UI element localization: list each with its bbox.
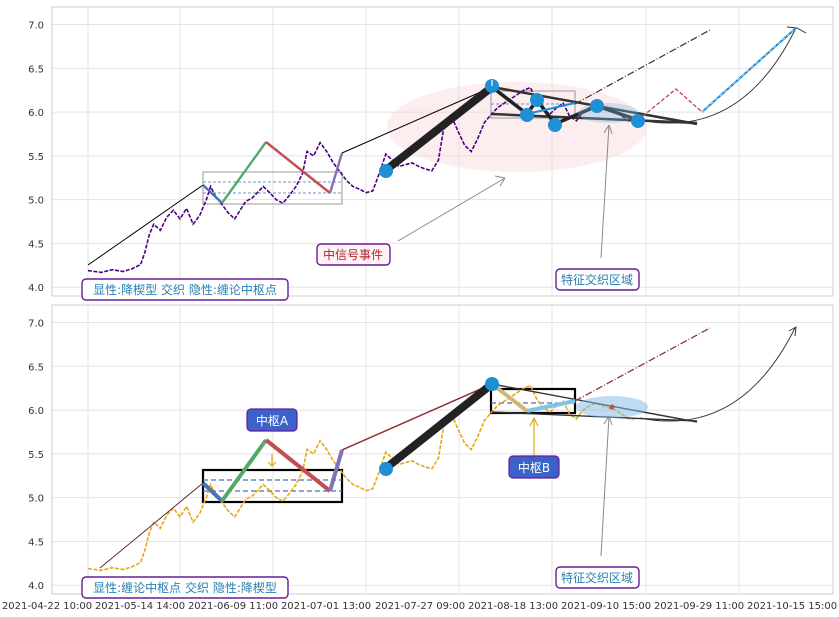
x-tick-label: 2021-08-18 13:00 xyxy=(468,601,558,612)
marker xyxy=(631,114,645,128)
signal-event-label: 中信号事件 xyxy=(323,247,383,262)
top-legend-box xyxy=(81,278,289,301)
y-tick-label: 4.0 xyxy=(28,283,44,294)
y-tick-label: 4.5 xyxy=(28,239,44,250)
feature-zone-bottom-label: 特征交织区域 xyxy=(561,570,633,585)
bi-segment-red xyxy=(265,141,331,194)
feature-zone-bottom-box xyxy=(555,566,640,589)
marker xyxy=(379,462,393,476)
bi-segment-green-bottom xyxy=(220,438,268,503)
zigzag-strokes xyxy=(490,85,639,127)
bottom-legend-box xyxy=(81,576,289,599)
bottom-axes-frame xyxy=(51,304,834,595)
thick-up-stroke xyxy=(383,83,495,174)
y-tick-label: 4.5 xyxy=(28,537,44,548)
top-axes-frame xyxy=(51,6,834,297)
projection-curve-bottom xyxy=(639,327,796,422)
trend-line-2-dark xyxy=(341,383,493,451)
marker xyxy=(590,99,604,113)
pivot-b-label: 中枢B xyxy=(518,460,550,475)
marker xyxy=(485,377,499,391)
signal-event-box xyxy=(316,243,391,266)
feature-zone-top-box xyxy=(555,268,640,291)
feature-zone-arrow-bottom xyxy=(600,415,613,557)
pivot-box-a-bottom xyxy=(201,468,344,504)
y-tick-label: 6.5 xyxy=(28,362,44,373)
bi-segment-purple-bottom xyxy=(328,449,344,492)
top-grid xyxy=(52,7,833,296)
forecast-red xyxy=(637,88,703,121)
bi-segment-purple xyxy=(328,152,344,194)
x-tick-label: 2021-09-10 15:00 xyxy=(561,601,651,612)
forecast-blue xyxy=(701,27,797,113)
marker xyxy=(520,108,534,122)
x-tick-label: 2021-09-29 11:00 xyxy=(654,601,744,612)
bi-segment-blue xyxy=(202,184,223,204)
x-tick-labels: 2021-04-22 10:00 2021-05-14 14:00 2021-06-… xyxy=(2,601,837,612)
bottom-price-line xyxy=(87,384,636,572)
x-tick-label: 2021-07-27 09:00 xyxy=(375,601,465,612)
bottom-y-tick-labels: 4.0 4.5 5.0 5.5 6.0 6.5 7.0 xyxy=(28,319,44,593)
y-tick-label: 5.5 xyxy=(28,152,44,163)
top-y-tick-labels: 4.0 4.5 5.0 5.5 6.0 6.5 7.0 xyxy=(28,21,44,295)
x-tick-label: 2021-10-15 15:00 xyxy=(747,601,837,612)
projection-line-top xyxy=(574,29,711,105)
wedge-line-1 xyxy=(87,184,204,266)
top-legend-label: 显性:降楔型 交织 隐性:缠论中枢点 xyxy=(93,282,277,297)
bottom-panel: 4.04.55.05.56.06.57.0 2021-04-22 10:00 20… xyxy=(2,304,837,612)
feature-zone-top-highlight xyxy=(578,103,638,123)
pivot-a-label: 中枢A xyxy=(256,413,289,428)
x-tick-label: 2021-07-01 13:00 xyxy=(281,601,371,612)
x-tick-label: 2021-05-14 14:00 xyxy=(95,601,185,612)
marker xyxy=(548,118,562,132)
feature-zone-top-label: 特征交织区域 xyxy=(561,272,633,287)
projection-arrow-bottom xyxy=(788,326,797,337)
bi-segment-cyan-bottom xyxy=(526,399,576,413)
y-tick-label: 4.0 xyxy=(28,581,44,592)
signal-event-arrow xyxy=(397,175,506,242)
bi-segment-red-bottom xyxy=(264,438,332,493)
thick-up-stroke-bottom xyxy=(383,380,495,472)
marker xyxy=(530,93,544,107)
x-tick-label: 2021-04-22 10:00 xyxy=(2,601,92,612)
trend-line-1-dark xyxy=(99,482,204,569)
y-tick-label: 6.0 xyxy=(28,108,44,119)
y-tick-label: 5.5 xyxy=(28,450,44,461)
y-tick-label: 7.0 xyxy=(28,319,44,330)
projection-line-bottom-dark xyxy=(574,327,711,402)
projection-arrow-top xyxy=(786,26,807,34)
pivot-a-pointer xyxy=(267,454,277,467)
bottom-legend-label: 显性:缠论中枢点 交织 隐性:降楔型 xyxy=(93,580,277,595)
marker xyxy=(379,164,393,178)
feature-zone-dot xyxy=(609,404,615,410)
top-panel: 4.0 4.5 5.0 5.5 6.0 6.5 7.0 xyxy=(28,6,834,301)
pivot-b-box xyxy=(508,455,560,479)
pivot-a-box xyxy=(246,408,298,432)
cyan-link xyxy=(526,102,576,115)
y-tick-label: 7.0 xyxy=(28,21,44,32)
bi-segment-tan-bottom xyxy=(490,382,529,413)
y-tick-label: 5.0 xyxy=(28,494,44,505)
bi-segment-blue-bottom xyxy=(201,481,224,503)
y-tick-label: 5.0 xyxy=(28,196,44,207)
pivot-b-pointer xyxy=(529,416,539,456)
bottom-grid xyxy=(52,305,833,594)
y-tick-label: 6.0 xyxy=(28,406,44,417)
pivot-box-a xyxy=(202,171,343,205)
x-tick-label: 2021-06-09 11:00 xyxy=(188,601,278,612)
y-tick-label: 6.5 xyxy=(28,64,44,75)
projection-curve-top xyxy=(639,29,796,124)
wedge-line-2 xyxy=(341,86,493,154)
bi-segment-green xyxy=(221,141,267,204)
feature-zone-arrow-top xyxy=(600,124,613,259)
